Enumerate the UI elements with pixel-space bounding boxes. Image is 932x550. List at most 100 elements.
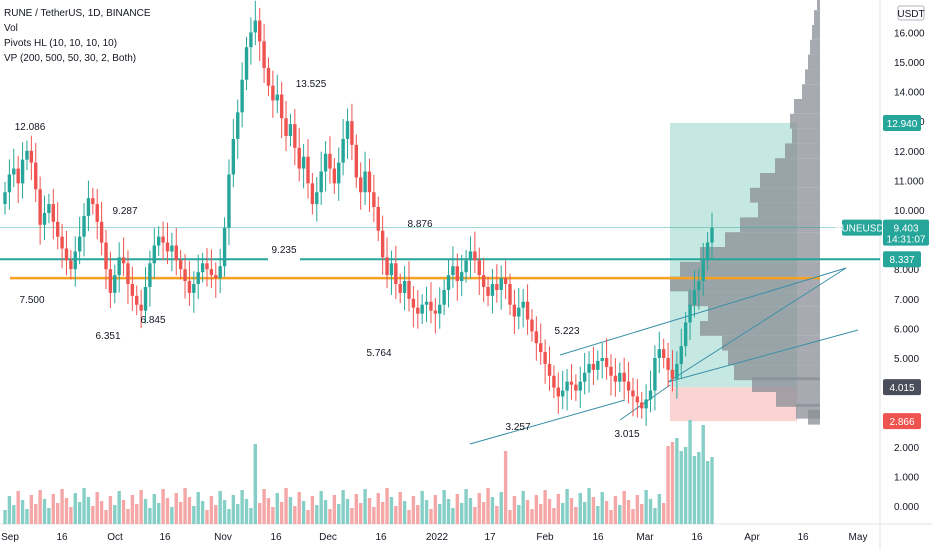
- volume-bar[interactable]: [565, 489, 569, 524]
- candle-body[interactable]: [697, 281, 701, 290]
- volume-bar[interactable]: [126, 509, 130, 524]
- volume-bar[interactable]: [446, 499, 451, 524]
- volume-bar[interactable]: [170, 507, 174, 524]
- candle-body[interactable]: [236, 112, 240, 139]
- volume-bar[interactable]: [666, 446, 670, 524]
- volume-bar[interactable]: [64, 498, 69, 524]
- candle-body[interactable]: [284, 118, 288, 136]
- volume-bar[interactable]: [156, 503, 161, 524]
- candle-body[interactable]: [429, 301, 433, 311]
- candle-body[interactable]: [34, 162, 38, 190]
- volume-bar[interactable]: [609, 510, 613, 524]
- volume-bar[interactable]: [293, 506, 297, 524]
- volume-bar[interactable]: [640, 504, 644, 524]
- candle-body[interactable]: [582, 372, 587, 382]
- volume-bar[interactable]: [236, 504, 240, 524]
- candle-body[interactable]: [73, 251, 77, 270]
- stop-badge-bg[interactable]: [883, 413, 921, 430]
- volume-bar[interactable]: [332, 495, 337, 524]
- volume-bar[interactable]: [328, 509, 332, 524]
- volume-bar[interactable]: [556, 494, 561, 524]
- volume-bar[interactable]: [626, 500, 631, 524]
- target-badge-bg[interactable]: [883, 114, 921, 131]
- volume-bar[interactable]: [117, 491, 121, 524]
- volume-bar[interactable]: [262, 489, 266, 524]
- candle-body[interactable]: [20, 159, 25, 184]
- volume-bar[interactable]: [192, 506, 196, 524]
- volume-bar[interactable]: [582, 502, 587, 524]
- volume-bar[interactable]: [183, 488, 187, 524]
- volume-bar[interactable]: [618, 505, 622, 524]
- candle-body[interactable]: [82, 215, 86, 237]
- candle-body[interactable]: [499, 278, 503, 290]
- volume-bar[interactable]: [508, 510, 512, 524]
- candle-body[interactable]: [38, 189, 42, 225]
- volume-bar[interactable]: [464, 489, 468, 524]
- candle-body[interactable]: [271, 85, 275, 101]
- candle-body[interactable]: [227, 174, 231, 228]
- candle-body[interactable]: [666, 358, 670, 370]
- candle-body[interactable]: [591, 363, 596, 370]
- candle-body[interactable]: [490, 284, 495, 296]
- volume-bar[interactable]: [534, 495, 539, 524]
- volume-bar[interactable]: [139, 490, 143, 524]
- candle-body[interactable]: [86, 198, 91, 216]
- volume-bar[interactable]: [402, 501, 407, 524]
- volume-bar[interactable]: [231, 495, 236, 524]
- volume-bar[interactable]: [701, 425, 705, 524]
- candle-body[interactable]: [306, 156, 310, 184]
- candle-body[interactable]: [253, 20, 258, 33]
- candle-body[interactable]: [609, 366, 613, 376]
- candle-body[interactable]: [424, 301, 429, 305]
- volume-bar[interactable]: [271, 507, 275, 524]
- candle-body[interactable]: [165, 242, 170, 252]
- candle-body[interactable]: [635, 396, 640, 403]
- candle-body[interactable]: [69, 260, 73, 270]
- candle-body[interactable]: [117, 257, 121, 276]
- candle-body[interactable]: [459, 272, 464, 282]
- volume-bar[interactable]: [95, 492, 99, 524]
- volume-bar[interactable]: [341, 490, 345, 524]
- candle-body[interactable]: [266, 67, 271, 86]
- candle-body[interactable]: [214, 275, 218, 279]
- volume-bar[interactable]: [675, 438, 679, 524]
- candle-body[interactable]: [481, 275, 486, 287]
- volume-bar[interactable]: [82, 488, 86, 524]
- volume-bar[interactable]: [380, 502, 385, 524]
- volume-bar[interactable]: [214, 505, 218, 524]
- candle-body[interactable]: [640, 402, 644, 409]
- candle-body[interactable]: [521, 301, 525, 308]
- candle-body[interactable]: [358, 177, 363, 193]
- candle-body[interactable]: [692, 289, 697, 305]
- volume-bar[interactable]: [249, 508, 253, 524]
- volume-bar[interactable]: [596, 506, 600, 524]
- candle-body[interactable]: [389, 263, 394, 276]
- volume-bar[interactable]: [376, 493, 380, 524]
- candle-body[interactable]: [121, 257, 126, 264]
- candle-body[interactable]: [262, 41, 266, 68]
- level-badge[interactable]: 8.337: [889, 255, 914, 266]
- last-price-badge[interactable]: 9.403: [893, 224, 918, 235]
- volume-bar[interactable]: [196, 492, 200, 524]
- currency-box[interactable]: [897, 5, 925, 21]
- volume-bar[interactable]: [644, 490, 648, 524]
- candle-body[interactable]: [139, 304, 143, 311]
- volume-bar[interactable]: [398, 492, 402, 524]
- volume-bar[interactable]: [648, 499, 653, 524]
- volume-bar[interactable]: [143, 499, 148, 524]
- candle-body[interactable]: [600, 358, 604, 361]
- candle-body[interactable]: [77, 236, 82, 252]
- volume-bar[interactable]: [455, 494, 460, 524]
- candle-body[interactable]: [60, 236, 64, 249]
- volume-bar[interactable]: [284, 488, 288, 524]
- candle-body[interactable]: [560, 390, 565, 397]
- volume-bar[interactable]: [222, 500, 227, 524]
- volume-bar[interactable]: [354, 494, 359, 524]
- candle-body[interactable]: [622, 372, 626, 382]
- candle-body[interactable]: [301, 156, 306, 169]
- candle-body[interactable]: [192, 284, 196, 293]
- volume-bar[interactable]: [692, 456, 697, 524]
- candle-body[interactable]: [530, 319, 534, 332]
- candle-body[interactable]: [398, 284, 402, 293]
